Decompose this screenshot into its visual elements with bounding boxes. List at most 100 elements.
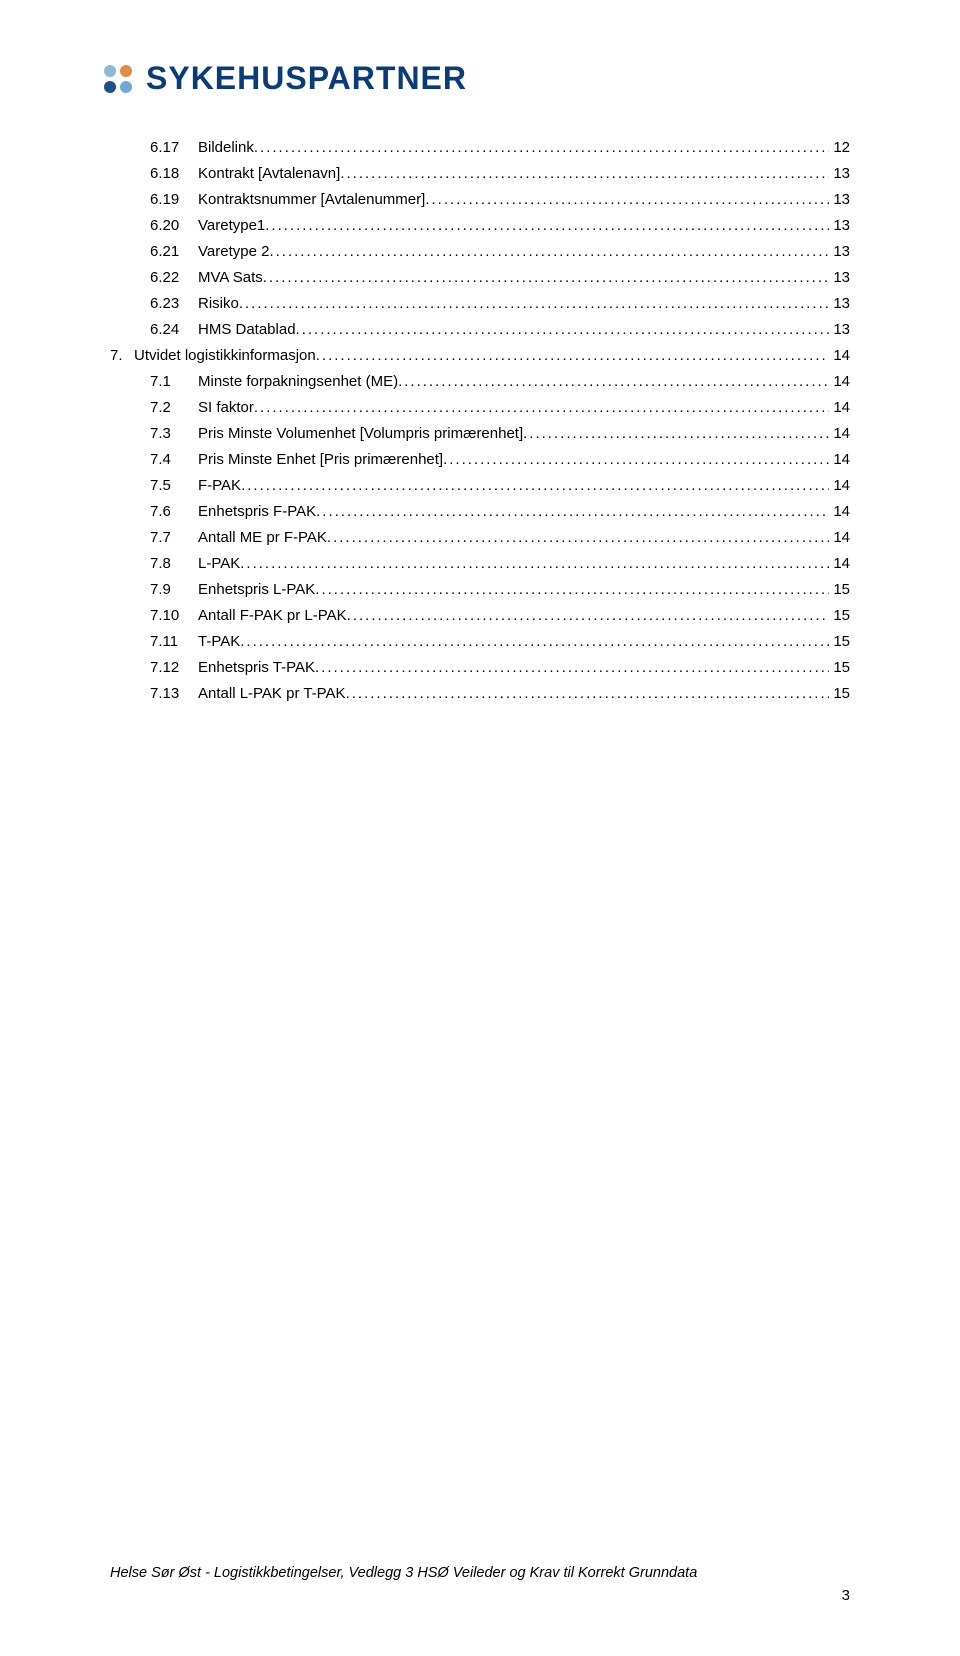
logo-wordmark: SYKEHUSPARTNER xyxy=(146,60,467,97)
toc-entry-page: 14 xyxy=(829,555,850,572)
toc-leader-dots xyxy=(327,529,829,546)
toc-leader-dots xyxy=(296,321,830,338)
toc-entry-page: 14 xyxy=(829,399,850,416)
toc-entry-title: SI faktor xyxy=(198,399,254,416)
toc-leader-dots xyxy=(340,165,829,182)
toc-entry-number: 7.1 xyxy=(150,373,198,390)
toc-entry: 7.11T-PAK 15 xyxy=(110,633,850,650)
toc-entry-page: 15 xyxy=(829,633,850,650)
toc-entry-number: 7.8 xyxy=(150,555,198,572)
toc-entry-page: 14 xyxy=(829,503,850,520)
toc-entry-title: L-PAK xyxy=(198,555,240,572)
toc-leader-dots xyxy=(241,477,829,494)
toc-entry-number: 7.4 xyxy=(150,451,198,468)
footer-text: Helse Sør Øst - Logistikkbetingelser, Ve… xyxy=(110,1565,850,1581)
toc-entry-page: 13 xyxy=(829,269,850,286)
logo: SYKEHUSPARTNER xyxy=(104,60,850,97)
toc-entry-title: MVA Sats xyxy=(198,269,263,286)
toc-entry: 7.Utvidet logistikkinformasjon 14 xyxy=(110,347,850,364)
toc-entry-number: 7.13 xyxy=(150,685,198,702)
toc-entry-title: Antall ME pr F-PAK xyxy=(198,529,327,546)
toc-entry-number: 6.24 xyxy=(150,321,198,338)
toc-leader-dots xyxy=(315,659,829,676)
toc-entry: 7.12Enhetspris T-PAK15 xyxy=(110,659,850,676)
toc-entry: 7.10Antall F-PAK pr L-PAK 15 xyxy=(110,607,850,624)
toc-leader-dots xyxy=(254,139,829,156)
toc-entry: 6.24HMS Datablad13 xyxy=(110,321,850,338)
toc-entry: 7.8L-PAK 14 xyxy=(110,555,850,572)
toc-entry-page: 13 xyxy=(829,165,850,182)
toc-leader-dots xyxy=(316,347,830,364)
toc-entry-title: Varetype1 xyxy=(198,217,265,234)
toc-entry: 7.2SI faktor 14 xyxy=(110,399,850,416)
toc-entry-page: 14 xyxy=(829,373,850,390)
toc-entry-title: Antall L-PAK pr T-PAK xyxy=(198,685,346,702)
toc-entry: 7.4Pris Minste Enhet [Pris primærenhet] 1… xyxy=(110,451,850,468)
toc-entry-number: 7.10 xyxy=(150,607,198,624)
toc-entry: 6.21Varetype 213 xyxy=(110,243,850,260)
toc-entry-page: 14 xyxy=(829,347,850,364)
toc-entry-page: 14 xyxy=(829,451,850,468)
footer-page-number: 3 xyxy=(110,1587,850,1604)
toc-entry-page: 15 xyxy=(829,581,850,598)
toc-leader-dots xyxy=(240,633,829,650)
toc-entry-number: 7.7 xyxy=(150,529,198,546)
toc-entry: 7.3Pris Minste Volumenhet [Volumpris pri… xyxy=(110,425,850,442)
toc-entry-title: HMS Datablad xyxy=(198,321,296,338)
logo-dot xyxy=(120,65,132,77)
toc-leader-dots xyxy=(269,243,829,260)
toc-entry-number: 6.17 xyxy=(150,139,198,156)
toc-entry-page: 14 xyxy=(829,529,850,546)
toc-entry-title: Risiko xyxy=(198,295,239,312)
toc-entry-number: 7. xyxy=(110,347,134,364)
toc-leader-dots xyxy=(315,581,829,598)
toc-entry-title: Pris Minste Enhet [Pris primærenhet] xyxy=(198,451,443,468)
toc-entry-page: 15 xyxy=(829,607,850,624)
toc-entry-title: Minste forpakningsenhet (ME) xyxy=(198,373,398,390)
toc-entry-title: Antall F-PAK pr L-PAK xyxy=(198,607,347,624)
toc-entry-title: Varetype 2 xyxy=(198,243,269,260)
toc-leader-dots xyxy=(265,217,829,234)
page-footer: Helse Sør Øst - Logistikkbetingelser, Ve… xyxy=(110,1565,850,1604)
toc-entry-number: 7.3 xyxy=(150,425,198,442)
toc-entry: 6.19Kontraktsnummer [Avtalenummer]13 xyxy=(110,191,850,208)
toc-entry-title: Pris Minste Volumenhet [Volumpris primær… xyxy=(198,425,523,442)
toc-leader-dots xyxy=(316,503,829,520)
toc-entry: 6.18Kontrakt [Avtalenavn]13 xyxy=(110,165,850,182)
toc-entry-page: 13 xyxy=(829,243,850,260)
document-page: SYKEHUSPARTNER 6.17Bildelink 12 6.18Kontra… xyxy=(0,0,960,1656)
toc-leader-dots xyxy=(347,607,830,624)
toc-entry: 6.20Varetype113 xyxy=(110,217,850,234)
toc-entry-page: 14 xyxy=(829,425,850,442)
toc-entry: 7.13Antall L-PAK pr T-PAK15 xyxy=(110,685,850,702)
logo-dot xyxy=(120,81,132,93)
logo-dot xyxy=(104,65,116,77)
toc-entry-page: 13 xyxy=(829,191,850,208)
toc-entry-title: Bildelink xyxy=(198,139,254,156)
toc-entry: 7.7Antall ME pr F-PAK 14 xyxy=(110,529,850,546)
toc-leader-dots xyxy=(425,191,829,208)
toc-entry-number: 7.2 xyxy=(150,399,198,416)
toc-entry-title: Enhetspris F-PAK xyxy=(198,503,316,520)
toc-leader-dots xyxy=(254,399,829,416)
logo-dots xyxy=(104,65,132,93)
toc-entry-title: Enhetspris T-PAK xyxy=(198,659,315,676)
toc-entry-title: Utvidet logistikkinformasjon xyxy=(134,347,316,364)
toc-entry-title: F-PAK xyxy=(198,477,241,494)
toc-entry-number: 6.22 xyxy=(150,269,198,286)
toc-entry-number: 7.11 xyxy=(150,633,198,650)
toc-entry-page: 12 xyxy=(829,139,850,156)
toc-entry-number: 6.20 xyxy=(150,217,198,234)
toc-entry-title: T-PAK xyxy=(198,633,240,650)
toc-leader-dots xyxy=(240,555,829,572)
table-of-contents: 6.17Bildelink 12 6.18Kontrakt [Avtalenavn]… xyxy=(110,139,850,702)
toc-leader-dots xyxy=(443,451,829,468)
toc-entry-title: Kontraktsnummer [Avtalenummer] xyxy=(198,191,425,208)
toc-entry-number: 7.12 xyxy=(150,659,198,676)
toc-entry-number: 6.18 xyxy=(150,165,198,182)
logo-dot xyxy=(104,81,116,93)
toc-entry: 6.22MVA Sats 13 xyxy=(110,269,850,286)
toc-entry-title: Enhetspris L-PAK xyxy=(198,581,315,598)
toc-entry: 7.6Enhetspris F-PAK14 xyxy=(110,503,850,520)
toc-entry: 6.17Bildelink 12 xyxy=(110,139,850,156)
